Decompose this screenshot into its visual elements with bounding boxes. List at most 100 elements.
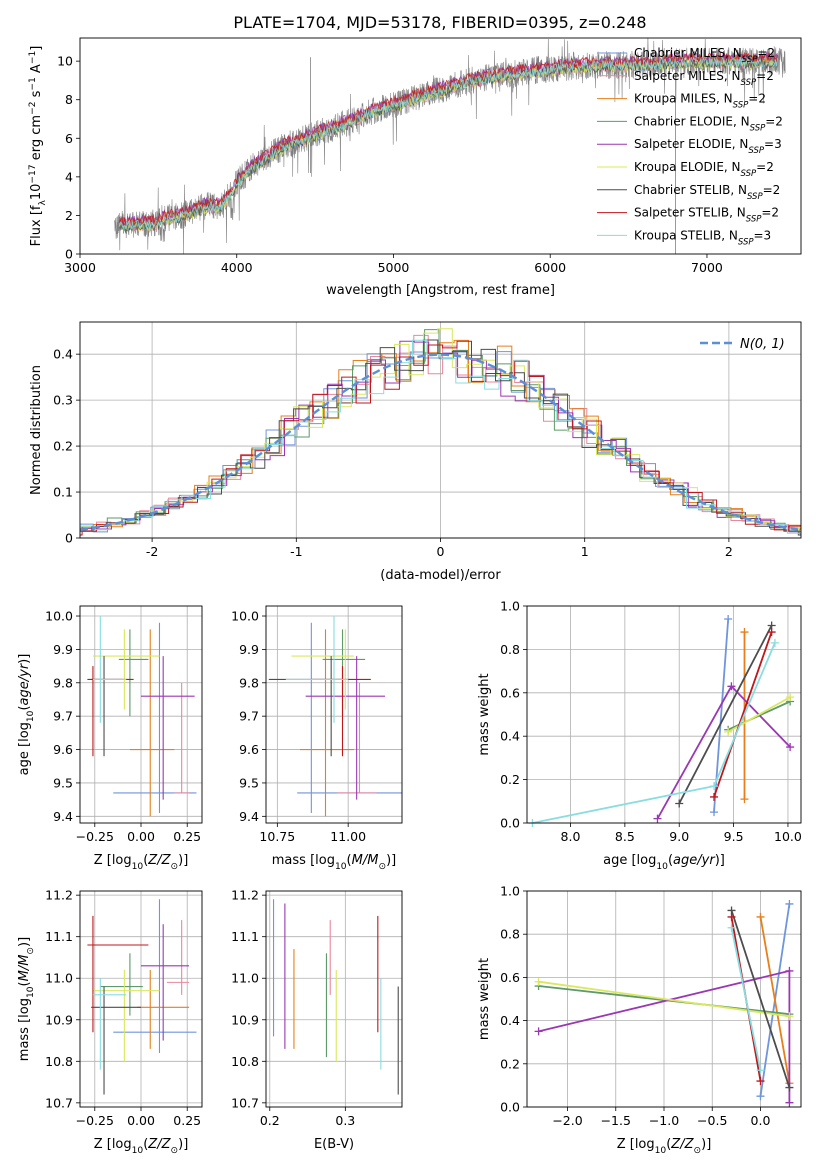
x-tick-label: 0 xyxy=(437,544,445,559)
legend-sub: SSP xyxy=(747,192,763,202)
label-part: )] xyxy=(386,853,396,868)
legend-label: Kroupa MILES, NSSP=2 xyxy=(634,92,766,111)
figure-title: PLATE=1704, MJD=53178, FIBERID=0395, z=0… xyxy=(233,13,646,32)
legend-sub: SSP xyxy=(733,101,749,111)
weight-marker xyxy=(770,638,779,647)
label-part: )] xyxy=(178,1137,188,1152)
legend-model: Chabrier MILES, N xyxy=(634,46,742,60)
weight-marker xyxy=(653,814,662,823)
label-part: 10 xyxy=(132,1146,144,1156)
legend-model: Kroupa STELIB, N xyxy=(634,228,738,242)
y-tick-label: 10.8 xyxy=(45,1054,73,1069)
x-tick-label: 0.25 xyxy=(173,829,201,844)
legend-label: Chabrier STELIB, NSSP=2 xyxy=(634,183,780,202)
x-tick-label: 11.00 xyxy=(330,829,366,844)
errorbar-point xyxy=(113,899,197,1053)
y-tick-label: 4 xyxy=(65,169,73,184)
y-tick-label: 9.4 xyxy=(53,809,73,824)
label-part: 10 xyxy=(656,862,668,872)
y-tick-label: 9.5 xyxy=(239,775,259,790)
label-part: Z [log xyxy=(94,853,132,868)
legend-model: Kroupa MILES, N xyxy=(634,92,733,106)
y-tick-label: 10.8 xyxy=(231,1054,259,1069)
x-tick-label: −2.0 xyxy=(552,1113,582,1128)
label-part: 10 xyxy=(335,862,347,872)
weight-marker xyxy=(710,782,719,791)
weight-marker xyxy=(785,1098,794,1107)
y-tick-label: 0.0 xyxy=(500,816,520,831)
x-tick-label: 0.2 xyxy=(260,1113,280,1128)
legend-label: Salpeter STELIB, NSSP=2 xyxy=(634,206,779,225)
y-tick-label: 0.8 xyxy=(500,642,520,657)
legend-nssp: =2 xyxy=(763,183,781,197)
label-part: A xyxy=(29,64,44,77)
y-tick-label: 10.7 xyxy=(231,1095,259,1110)
legend-nssp: =2 xyxy=(761,206,779,220)
y-tick-label: 10.9 xyxy=(231,1012,259,1027)
y-tick-label: 0.2 xyxy=(500,1056,520,1071)
y-tick-label: 11.0 xyxy=(45,971,73,986)
y-tick-label: 0.4 xyxy=(53,347,73,362)
legend-sub: SSP xyxy=(742,55,758,65)
histogram-step xyxy=(80,340,801,536)
mass_vs_Z-xlabel: Z [log10(Z/Z⊙)] xyxy=(94,1137,189,1156)
age_vs_mass-frame xyxy=(265,605,403,824)
label-part: ( xyxy=(347,853,352,868)
y-tick-label: 9.8 xyxy=(239,675,259,690)
y-tick-label: 2 xyxy=(65,208,73,223)
label-part: ( xyxy=(666,1137,671,1152)
legend-label: Salpeter ELODIE, NSSP=3 xyxy=(634,137,782,156)
age_vs_mass-xlabel: mass [log10(M/M⊙)] xyxy=(272,853,396,872)
legend-model: Kroupa ELODIE, N xyxy=(634,160,741,174)
weight-marker xyxy=(756,1092,765,1101)
label-part: M/M xyxy=(352,853,379,868)
spectrum-frame xyxy=(79,37,802,255)
x-tick-label: -2 xyxy=(146,544,158,559)
legend-model: Salpeter MILES, N xyxy=(634,69,741,83)
label-part: ⊙ xyxy=(171,862,179,872)
y-tick-label: 10.7 xyxy=(45,1095,73,1110)
label-part: Z/Z xyxy=(147,1137,171,1152)
legend-label: Chabrier ELODIE, NSSP=2 xyxy=(634,114,783,133)
x-tick-label: 9.0 xyxy=(669,829,689,844)
label-part: ( xyxy=(143,853,148,868)
legend-label: Kroupa ELODIE, NSSP=2 xyxy=(634,160,774,179)
weight_vs_age-xlabel: age [log10(age/yr)] xyxy=(603,853,725,872)
errorbar-point xyxy=(141,656,195,800)
label-part: erg cm xyxy=(29,115,44,164)
x-tick-label: −1.5 xyxy=(601,1113,631,1128)
y-tick-label: 8 xyxy=(65,92,73,107)
y-tick-label: 0.2 xyxy=(53,439,73,454)
y-tick-label: 9.7 xyxy=(239,709,259,724)
weight-marker xyxy=(767,628,776,637)
weight_vs_Z-ylabel: mass weight xyxy=(477,958,492,1040)
weight-marker xyxy=(675,799,684,808)
y-tick-label: 10.0 xyxy=(231,609,259,624)
label-part: −2 xyxy=(28,102,38,115)
errorbar-point xyxy=(291,629,354,710)
label-part: ( xyxy=(668,853,673,868)
errorbar-point xyxy=(87,915,149,1033)
weight-marker xyxy=(785,1083,794,1092)
x-tick-label: 5000 xyxy=(378,260,410,275)
weight-marker xyxy=(785,899,794,908)
legend-nssp: =2 xyxy=(757,46,775,60)
weight-line xyxy=(678,625,773,804)
x-tick-label: 0.00 xyxy=(127,829,155,844)
label-part: 10 xyxy=(29,184,44,201)
weight-marker xyxy=(756,1077,765,1086)
y-tick-label: 0.0 xyxy=(500,1100,520,1115)
lines-weight_vs_age xyxy=(528,615,795,827)
label-part: age [log xyxy=(603,853,656,868)
legend-model: Chabrier ELODIE, N xyxy=(634,114,750,128)
label-part: ( xyxy=(17,705,32,710)
y-tick-label: 11.2 xyxy=(231,888,259,903)
x-tick-label: 10.0 xyxy=(774,829,802,844)
errorbars-mass_vs_ebv xyxy=(273,899,399,1095)
weight-marker xyxy=(724,615,733,624)
y-tick-label: 0.6 xyxy=(500,685,520,700)
legend-sub: SSP xyxy=(748,146,764,156)
y-tick-label: 10.9 xyxy=(45,1012,73,1027)
